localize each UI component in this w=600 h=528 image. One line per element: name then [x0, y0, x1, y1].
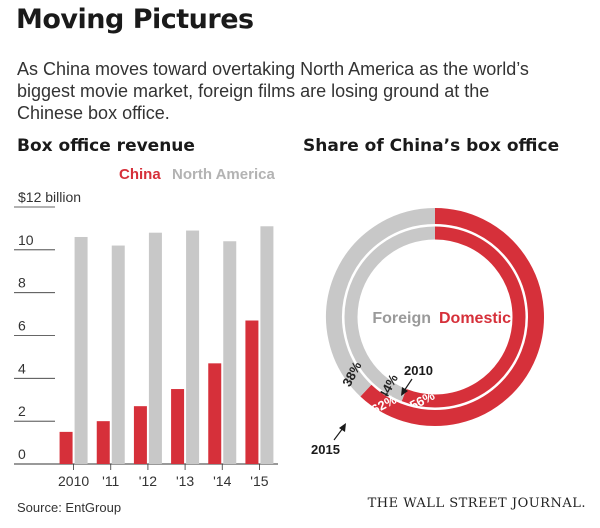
subtitle: As China moves toward overtaking North A…: [17, 58, 587, 124]
bar-chart-title: Box office revenue: [17, 136, 195, 156]
subtitle-line: Chinese box office.: [17, 103, 170, 123]
y-tick-label: 6: [18, 318, 26, 334]
donut-segment-domestic-2015: [360, 208, 544, 426]
arrow-head: [339, 423, 346, 432]
bar-china: [171, 389, 185, 464]
x-tick-label: '11: [102, 473, 119, 489]
y-tick-label: 8: [18, 275, 26, 291]
y-tick-label: 4: [18, 360, 26, 376]
y-tick-label: 10: [18, 232, 34, 248]
donut-segment-domestic-2010: [401, 226, 526, 408]
y-tick-label: 0: [18, 446, 26, 462]
publisher-credit: THE WALL STREET JOURNAL.: [367, 496, 586, 511]
x-tick-label: 2010: [58, 473, 89, 489]
year-label-2015: 2015: [311, 442, 340, 457]
x-tick-label: '15: [250, 473, 268, 489]
year-label-2010: 2010: [404, 363, 433, 378]
source-note: Source: EntGroup: [17, 500, 122, 515]
arrow-line: [333, 427, 344, 441]
bar-china: [245, 320, 259, 464]
arrow-line: [403, 378, 413, 392]
bar-china: [208, 363, 222, 464]
y-tick-label: $12 billion: [18, 189, 81, 205]
bar-north-america: [186, 230, 200, 464]
bar-north-america: [148, 232, 162, 464]
category-label-domestic: Domestic: [439, 310, 511, 327]
donut-segment-foreign-2010: [344, 226, 436, 402]
x-tick-label: '12: [139, 473, 157, 489]
bar-china: [96, 421, 110, 464]
legend-north-america: North America: [172, 166, 275, 183]
y-tick-label: 2: [18, 403, 26, 419]
bar-chart: 0 2 4 6 8 10 $12 billion 2010 '11 '12 '13 '14 '15: [14, 189, 278, 489]
bar-north-america: [111, 245, 125, 464]
bar-north-america: [223, 241, 237, 464]
bar-china: [59, 431, 73, 464]
bar-china: [133, 406, 147, 464]
subtitle-line: As China moves toward overtaking North A…: [17, 59, 529, 79]
arrow-head: [401, 387, 408, 396]
x-tick-label: '13: [176, 473, 194, 489]
subtitle-line: biggest movie market, foreign films are …: [17, 81, 490, 101]
bar-north-america: [260, 226, 274, 464]
category-label-foreign: Foreign: [372, 310, 431, 327]
x-tick-label: '14: [213, 473, 231, 489]
page-title: Moving Pictures: [16, 4, 254, 35]
legend-china: China: [119, 166, 161, 183]
donut-chart-title: Share of China’s box office: [303, 136, 560, 156]
bar-north-america: [74, 236, 88, 464]
donut-segment-foreign-2015: [326, 208, 436, 397]
